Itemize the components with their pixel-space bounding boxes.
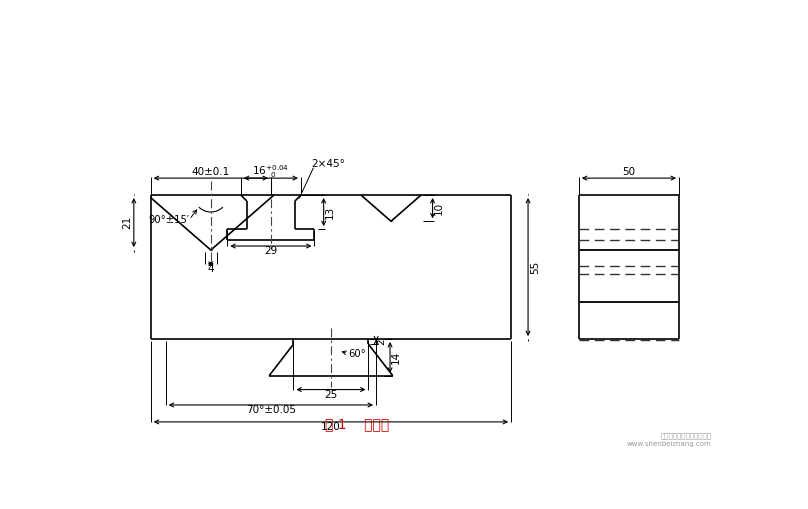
Text: 14: 14 xyxy=(391,351,402,364)
Text: 50: 50 xyxy=(622,167,636,177)
Text: 29: 29 xyxy=(264,246,277,257)
Text: 图 1    零件图: 图 1 零件图 xyxy=(325,417,389,431)
Text: 2: 2 xyxy=(377,338,386,345)
Text: 120: 120 xyxy=(321,422,341,432)
Text: 70°±0.05: 70°±0.05 xyxy=(246,405,296,415)
Text: www.shenbeizhang.com: www.shenbeizhang.com xyxy=(626,441,711,447)
Text: 21: 21 xyxy=(123,216,133,229)
Text: $16^{+0.04}_{\ \ 0}$: $16^{+0.04}_{\ \ 0}$ xyxy=(252,163,289,180)
Text: 40±0.1: 40±0.1 xyxy=(191,167,230,177)
Text: 25: 25 xyxy=(324,390,338,400)
Text: 2×45°: 2×45° xyxy=(312,159,346,169)
Text: 10: 10 xyxy=(434,202,444,215)
Text: 山东沈北数控机床有限公司: 山东沈北数控机床有限公司 xyxy=(660,433,711,439)
Text: 13: 13 xyxy=(325,206,335,219)
Text: 55: 55 xyxy=(530,261,540,274)
Text: 90°±15′: 90°±15′ xyxy=(148,215,189,224)
Text: 4: 4 xyxy=(208,264,214,274)
Text: 60°: 60° xyxy=(348,349,366,358)
